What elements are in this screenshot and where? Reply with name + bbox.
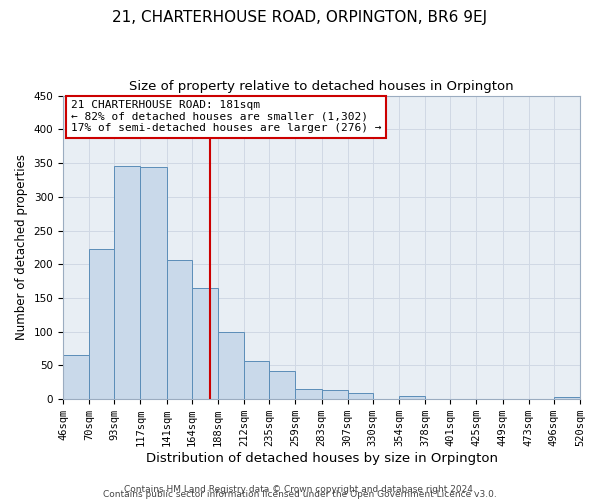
Bar bbox=[114, 166, 140, 399]
Bar bbox=[554, 397, 580, 399]
Bar bbox=[269, 371, 295, 399]
Bar bbox=[63, 356, 89, 399]
Text: 21 CHARTERHOUSE ROAD: 181sqm
← 82% of detached houses are smaller (1,302)
17% of: 21 CHARTERHOUSE ROAD: 181sqm ← 82% of de… bbox=[71, 100, 381, 134]
Bar bbox=[425, 398, 450, 399]
Y-axis label: Number of detached properties: Number of detached properties bbox=[15, 154, 28, 340]
Bar bbox=[373, 398, 399, 399]
Bar bbox=[140, 167, 167, 399]
Text: Contains HM Land Registry data © Crown copyright and database right 2024.: Contains HM Land Registry data © Crown c… bbox=[124, 484, 476, 494]
Title: Size of property relative to detached houses in Orpington: Size of property relative to detached ho… bbox=[129, 80, 514, 93]
Bar bbox=[399, 396, 425, 399]
Text: 21, CHARTERHOUSE ROAD, ORPINGTON, BR6 9EJ: 21, CHARTERHOUSE ROAD, ORPINGTON, BR6 9E… bbox=[112, 10, 488, 25]
Bar bbox=[192, 288, 218, 399]
Bar bbox=[322, 390, 347, 399]
Bar bbox=[218, 332, 244, 399]
Bar bbox=[244, 361, 269, 399]
Bar bbox=[89, 250, 114, 399]
X-axis label: Distribution of detached houses by size in Orpington: Distribution of detached houses by size … bbox=[146, 452, 497, 465]
Bar bbox=[167, 260, 192, 399]
Bar bbox=[347, 393, 373, 399]
Bar bbox=[295, 389, 322, 399]
Text: Contains public sector information licensed under the Open Government Licence v3: Contains public sector information licen… bbox=[103, 490, 497, 499]
